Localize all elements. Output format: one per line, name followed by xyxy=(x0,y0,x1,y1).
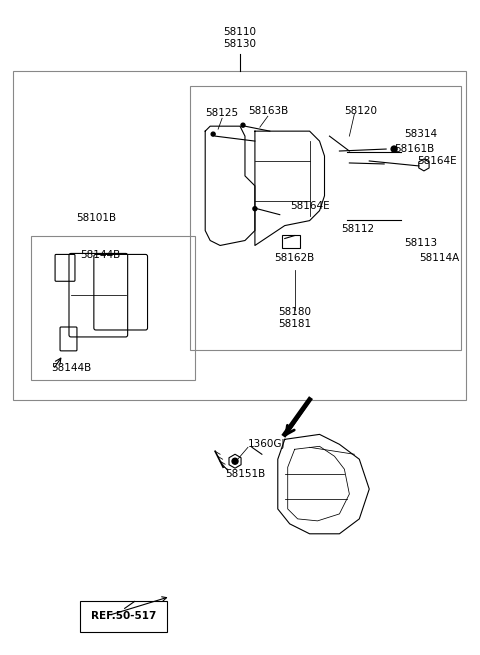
Text: 58144B: 58144B xyxy=(81,250,121,261)
Bar xyxy=(282,234,300,248)
Text: 58110: 58110 xyxy=(224,27,256,37)
Circle shape xyxy=(241,123,245,127)
Text: 58180: 58180 xyxy=(278,307,311,317)
Circle shape xyxy=(211,132,215,136)
Text: REF.50-517: REF.50-517 xyxy=(91,611,156,622)
Text: 58101B: 58101B xyxy=(76,213,116,223)
Text: 58113: 58113 xyxy=(404,238,437,248)
Text: 58151B: 58151B xyxy=(225,469,265,479)
Text: 58181: 58181 xyxy=(278,319,311,329)
Text: 1360GJ: 1360GJ xyxy=(248,440,286,449)
Circle shape xyxy=(232,458,238,464)
Text: 58144B: 58144B xyxy=(51,363,91,373)
Circle shape xyxy=(253,207,257,211)
Text: 58125: 58125 xyxy=(205,108,239,119)
Text: 58120: 58120 xyxy=(344,106,377,116)
Text: 58161B: 58161B xyxy=(394,144,434,154)
Bar xyxy=(31,236,195,380)
Text: 58314: 58314 xyxy=(404,129,437,139)
Text: 58130: 58130 xyxy=(224,39,256,48)
Text: 58164E: 58164E xyxy=(290,200,329,211)
Text: 58164E: 58164E xyxy=(417,156,456,166)
Text: 58163B: 58163B xyxy=(248,106,288,116)
Bar xyxy=(190,86,461,350)
Bar xyxy=(13,71,466,400)
Text: 58112: 58112 xyxy=(341,223,374,234)
Text: 58114A: 58114A xyxy=(419,253,459,263)
Circle shape xyxy=(391,146,397,152)
Text: 58162B: 58162B xyxy=(275,253,315,263)
